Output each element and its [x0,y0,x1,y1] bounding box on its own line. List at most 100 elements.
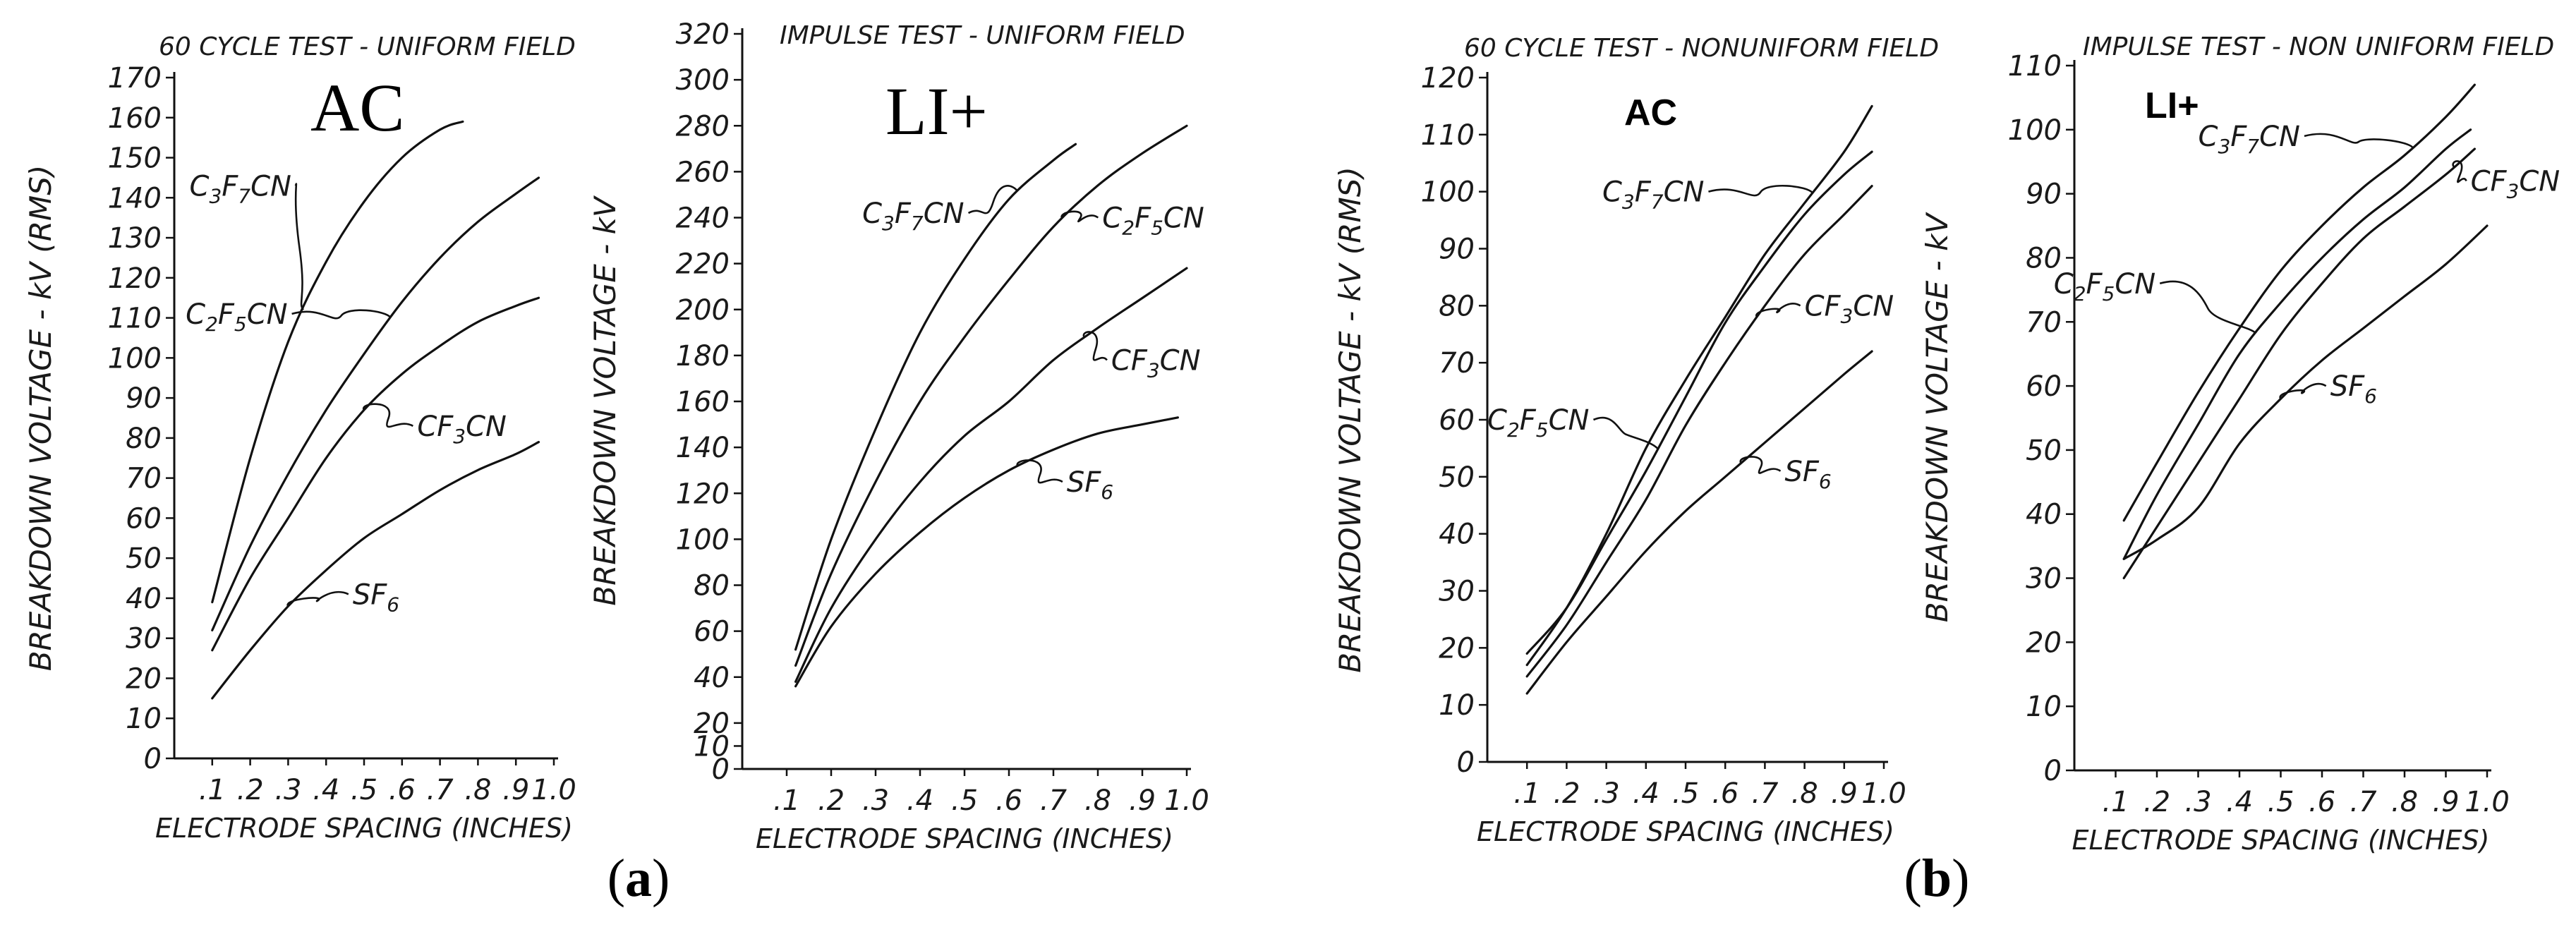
x-tick-label: .9 [1831,777,1858,810]
y-tick-label: 60 [126,502,162,535]
x-tick-label: .1 [1513,777,1540,810]
x-tick-label: .2 [2143,786,2170,818]
series-leader-sf6 [1016,459,1063,484]
x-tick-label: .3 [1593,777,1620,810]
series-line-c3f7cn [2122,83,2476,522]
y-tick-label: 0 [712,753,730,786]
series-leader-cf3cn [362,403,413,428]
y-tick-label: 70 [1439,347,1475,380]
y-tick-label: 80 [2026,242,2062,274]
x-tick-label: .2 [1553,777,1580,810]
x-tick-label: .7 [1751,777,1779,810]
x-tick-label: .7 [427,774,454,806]
y-tick-label: 40 [694,662,730,694]
x-tick-label: 1.0 [531,774,576,806]
series-label-sf6: SF6 [2330,370,2377,408]
x-tick-label: .6 [1712,777,1739,810]
x-tick-label: .3 [2184,786,2211,818]
series-line-sf6 [1525,350,1873,695]
y-tick-label: 50 [2026,435,2062,467]
series-label-c2f5cn: C2F5CN [1102,202,1204,240]
series-leader-c3f7cn [967,185,1019,214]
chart-title: IMPULSE TEST - NON UNIFORM FIELD [2083,32,2554,61]
x-axis-label: ELECTRODE SPACING (INCHES) [1477,816,1894,847]
chart-1: 0 10 20 30 40 50 60 70 80 90 100 110 120 130 140 150 160… [23,32,576,844]
series-line-c2f5cn [1525,150,1873,655]
y-tick-label: 20 [694,708,730,740]
y-tick-label: 180 [676,340,730,372]
y-tick-label: 140 [676,432,730,464]
y-tick-label: 260 [676,156,730,188]
y-tick-label: 120 [1421,62,1475,95]
x-tick-label: .5 [2267,786,2294,818]
panel-label-a-letter: a [625,849,652,908]
test-type-badge: AC [310,70,404,145]
series-line-sf6 [211,441,540,700]
y-tick-label: 20 [2026,626,2062,659]
y-tick-label: 140 [108,182,162,214]
panel-label-a-close: ) [652,849,670,908]
svg-text:(a): (a) [607,849,670,908]
x-tick-label: .1 [199,774,226,806]
y-tick-label: 100 [2008,114,2062,147]
x-tick-label: .7 [2350,786,2377,818]
y-tick-label: 160 [676,386,730,418]
series-line-cf3cn [1525,185,1873,678]
series-line-c3f7cn [211,120,464,604]
y-tick-label: 110 [1421,119,1475,152]
series-label-c3f7cn: C3F7CN [190,170,291,207]
x-tick-label: .9 [2432,786,2459,818]
series-line-cf3cn [2122,147,2476,580]
x-tick-label: .1 [2102,786,2129,818]
series-line-c2f5cn [2122,128,2472,560]
x-tick-label: .5 [1672,777,1699,810]
series-label-sf6: SF6 [353,578,399,616]
series-line-sf6 [794,416,1179,688]
series-leader-cf3cn [1082,331,1108,361]
y-tick-label: 280 [676,110,730,143]
x-tick-label: .2 [818,784,845,817]
y-tick-label: 30 [1439,576,1475,608]
x-axis-label: ELECTRODE SPACING (INCHES) [2072,825,2490,856]
y-tick-label: 120 [676,478,730,510]
y-tick-label: 20 [1439,632,1475,665]
x-tick-label: .3 [274,774,301,806]
y-tick-label: 10 [126,703,162,735]
x-tick-label: .2 [237,774,264,806]
y-tick-label: 160 [108,102,162,135]
series-label-cf3cn: CF3CN [417,411,507,448]
x-tick-label: .9 [1129,784,1156,817]
panel-label-a-open: ( [607,849,625,908]
y-tick-label: 40 [1439,519,1475,551]
chart-title: IMPULSE TEST - UNIFORM FIELD [780,21,1185,50]
y-tick-label: 40 [126,583,162,615]
y-axis-label: BREAKDOWN VOLTAGE - kV [1920,212,1954,623]
series-leader-c3f7cn [294,183,305,311]
y-tick-label: 90 [1439,234,1475,266]
y-tick-label: 20 [126,662,162,695]
y-tick-label: 90 [126,382,162,415]
panel-label-b: (b) [1904,849,1970,908]
x-tick-label: .5 [951,784,978,817]
y-axis-label: BREAKDOWN VOLTAGE - kV (RMS) [23,165,58,672]
y-tick-label: 170 [108,62,162,95]
y-tick-label: 60 [1439,404,1475,437]
y-tick-label: 90 [2026,178,2062,211]
test-type-badge: AC [1624,92,1677,133]
y-tick-label: 70 [2026,306,2062,339]
x-tick-label: .7 [1040,784,1068,817]
x-tick-label: .8 [1791,777,1818,810]
y-tick-label: 110 [2008,50,2062,83]
x-axis-label: ELECTRODE SPACING (INCHES) [756,823,1173,854]
series-label-c2f5cn: C2F5CN [186,298,287,336]
x-tick-label: .8 [1084,784,1111,817]
series-leader-c2f5cn [1060,210,1099,223]
series-label-cf3cn: CF3CN [1805,290,1894,327]
y-tick-label: 0 [144,743,162,775]
series-label-c2f5cn: C2F5CN [1487,404,1589,442]
panel-label-b-open: ( [1904,849,1922,908]
y-tick-label: 10 [694,730,730,763]
series-label-c2f5cn: C2F5CN [2054,268,2155,305]
